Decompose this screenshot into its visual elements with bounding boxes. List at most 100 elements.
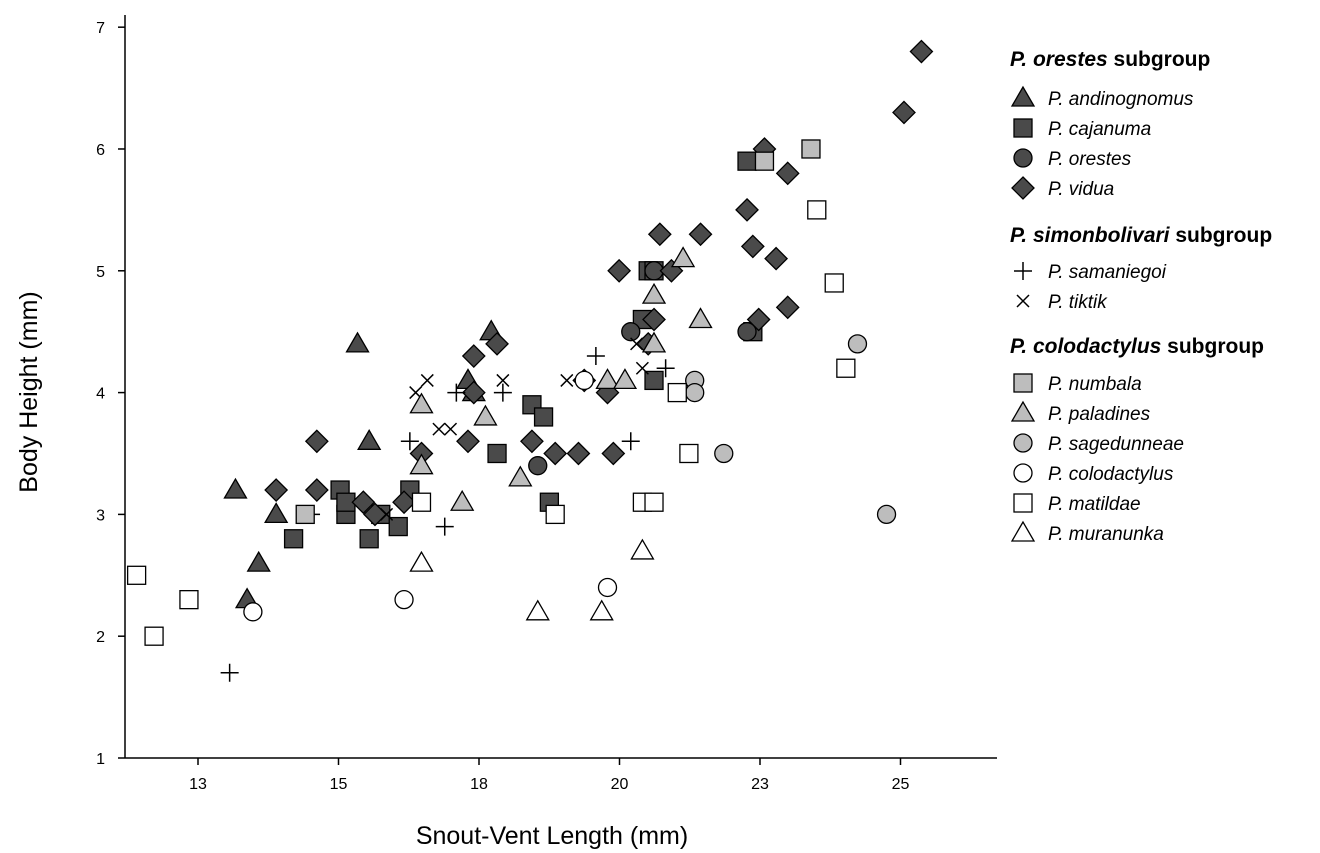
data-point [670, 246, 696, 268]
data-point [801, 139, 821, 159]
data-point [411, 492, 432, 512]
data-point [508, 465, 533, 487]
data-point [144, 626, 164, 646]
data-point [647, 222, 672, 247]
data-point [688, 222, 713, 247]
data-point [775, 295, 800, 320]
data-point [847, 334, 868, 354]
data-point [400, 432, 419, 451]
x-tick-label: 13 [189, 776, 207, 793]
data-point [435, 517, 454, 536]
data-point [392, 490, 416, 515]
data-point [444, 422, 458, 436]
data-point [345, 331, 370, 353]
data-point [525, 599, 550, 621]
data-point [621, 432, 640, 451]
series-p--andinognomus [223, 319, 504, 609]
legend-label: P. sagedunneae [1048, 434, 1184, 455]
data-point [461, 344, 486, 368]
y-tick-label: 3 [96, 507, 105, 524]
y-tick-label: 7 [96, 20, 105, 37]
data-point [735, 197, 759, 222]
legend-marker [1013, 463, 1033, 483]
data-point [450, 489, 475, 511]
data-point [493, 383, 512, 402]
legend-label: P. cajanuma [1048, 119, 1151, 140]
series-p--colodactylus [243, 370, 618, 622]
data-point [543, 441, 568, 466]
data-point [641, 282, 667, 304]
data-point [586, 347, 605, 366]
data-point [574, 370, 594, 391]
y-tick-label: 2 [96, 629, 105, 646]
series-p--orestes [528, 261, 757, 476]
data-point [420, 373, 434, 387]
x-tick-label: 25 [892, 776, 910, 793]
data-point [409, 453, 434, 475]
data-point [545, 504, 565, 525]
data-point [644, 492, 664, 512]
legend: P. orestes subgroup P. andinognomus P. caj… [1010, 48, 1272, 545]
data-point [630, 538, 655, 560]
x-tick-label: 23 [751, 776, 769, 793]
series-p--paladines [409, 246, 713, 511]
data-point [667, 382, 687, 403]
data-point [533, 407, 554, 427]
data-point [126, 565, 147, 585]
data-point [775, 161, 800, 186]
y-axis-title: Body Height (mm) [15, 291, 43, 492]
data-point [597, 577, 618, 598]
data-point [304, 429, 329, 454]
legend-label: P. andinognomus [1048, 89, 1194, 110]
legend-label: P. matildae [1048, 494, 1141, 515]
legend-label: P. colodactylus [1048, 464, 1174, 485]
data-point [807, 200, 827, 220]
data-point [246, 550, 271, 572]
legend-marker [1010, 400, 1036, 422]
data-point [357, 429, 382, 450]
data-point [528, 456, 548, 476]
legend-marker [1010, 520, 1036, 542]
legend-marker [1013, 148, 1033, 168]
data-point [496, 373, 510, 387]
data-point [641, 331, 667, 353]
series-p--numbala [295, 139, 821, 525]
legend-label: P. paladines [1048, 404, 1151, 425]
data-point [656, 359, 675, 378]
data-point [295, 504, 315, 525]
data-point [409, 550, 434, 572]
data-point [737, 151, 757, 171]
data-point [642, 307, 666, 332]
series-p--matildae [126, 200, 856, 646]
series-p--samaniegoi [220, 152, 774, 682]
axes [124, 15, 997, 759]
data-point [520, 429, 544, 454]
data-point [589, 599, 614, 621]
data-point [876, 504, 897, 525]
x-tick-label: 15 [330, 776, 348, 793]
data-point [485, 331, 509, 356]
data-points [126, 39, 934, 682]
data-point [487, 443, 507, 464]
series-p--muranunka [409, 538, 655, 621]
legend-group-heading: P. orestes subgroup [1010, 48, 1210, 71]
legend-label: P. tiktik [1048, 292, 1108, 313]
data-point [595, 368, 620, 390]
y-tick-label: 6 [96, 142, 105, 159]
data-point [635, 361, 649, 375]
data-point [283, 529, 304, 549]
data-point [746, 307, 771, 332]
legend-marker [1016, 294, 1030, 308]
data-point [909, 39, 934, 64]
data-point [688, 307, 713, 329]
data-point [621, 322, 641, 342]
data-point [456, 429, 480, 454]
data-point [304, 478, 329, 502]
data-point [394, 590, 414, 610]
legend-group-heading: P. simonbolivari subgroup [1010, 224, 1272, 247]
series-p--sagedunneae [685, 334, 897, 525]
series-p--tiktik [380, 337, 649, 521]
data-point [223, 477, 248, 499]
legend-marker [1013, 118, 1033, 138]
